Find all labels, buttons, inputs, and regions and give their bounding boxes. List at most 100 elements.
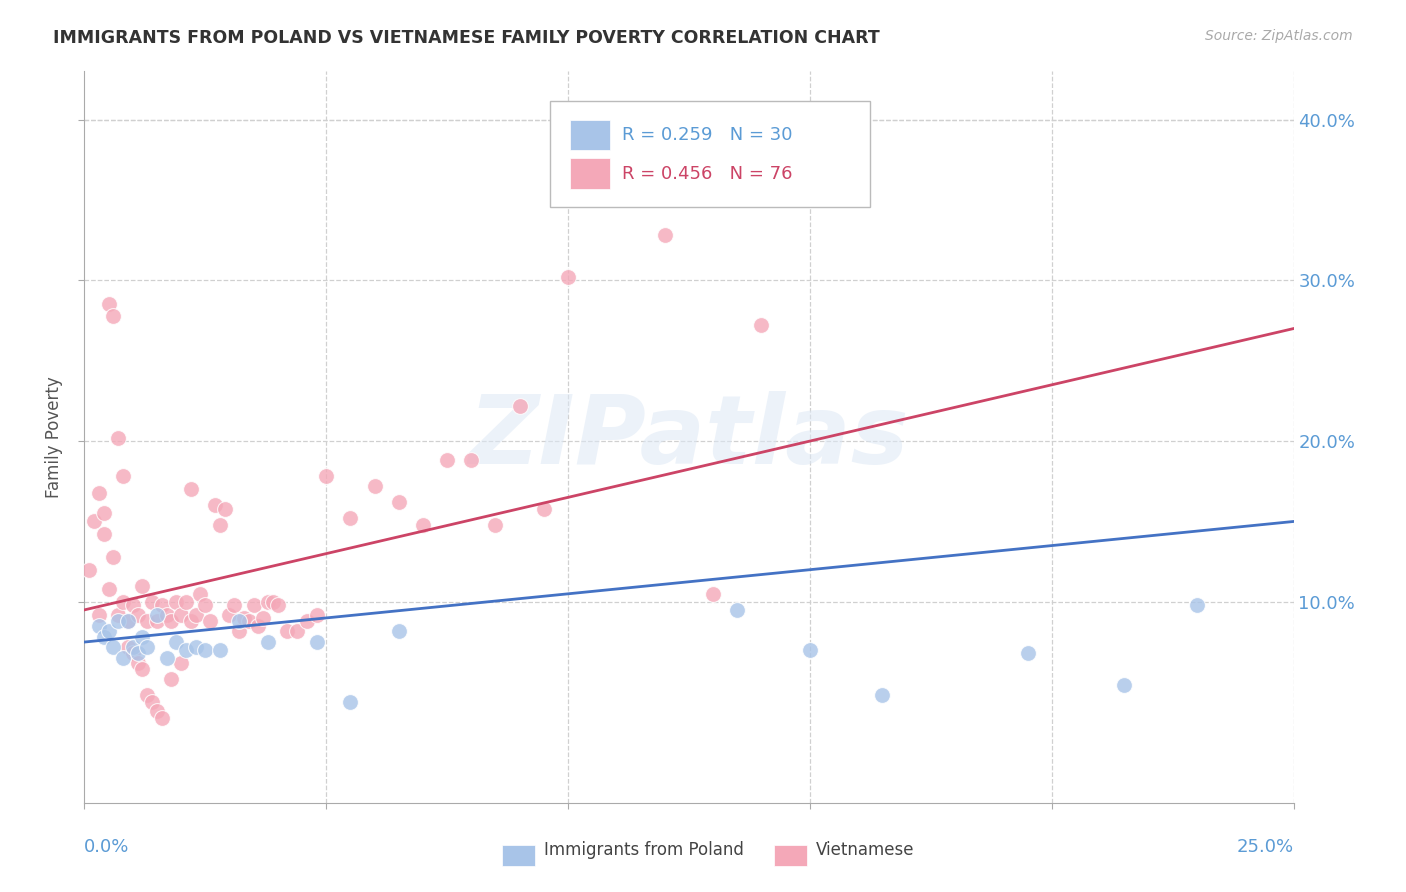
Point — [93, 507, 115, 521]
Point — [174, 643, 197, 657]
Point — [146, 614, 169, 628]
Point — [112, 651, 135, 665]
Point — [121, 646, 143, 660]
Point — [160, 614, 183, 628]
Point — [460, 453, 482, 467]
FancyBboxPatch shape — [550, 101, 870, 207]
Point — [146, 607, 169, 622]
Point — [233, 611, 256, 625]
Point — [436, 453, 458, 467]
Point — [654, 136, 676, 151]
Point — [654, 228, 676, 243]
Point — [83, 515, 105, 529]
Point — [103, 309, 125, 323]
Point — [295, 614, 318, 628]
Point — [252, 611, 274, 625]
Point — [136, 640, 159, 654]
Point — [1185, 598, 1208, 612]
Point — [238, 614, 260, 628]
Text: ZIPatlas: ZIPatlas — [468, 391, 910, 483]
FancyBboxPatch shape — [571, 159, 610, 189]
Point — [872, 688, 894, 702]
Point — [190, 587, 212, 601]
Point — [262, 595, 284, 609]
Text: Immigrants from Poland: Immigrants from Poland — [544, 841, 744, 859]
Point — [533, 501, 555, 516]
Point — [214, 501, 236, 516]
Point — [242, 598, 264, 612]
Point — [305, 635, 328, 649]
Point — [228, 624, 250, 638]
Point — [285, 624, 308, 638]
Text: IMMIGRANTS FROM POLAND VS VIETNAMESE FAMILY POVERTY CORRELATION CHART: IMMIGRANTS FROM POLAND VS VIETNAMESE FAM… — [53, 29, 880, 46]
Point — [155, 651, 177, 665]
Point — [509, 399, 531, 413]
Point — [751, 318, 773, 333]
Text: 0.0%: 0.0% — [84, 838, 129, 856]
FancyBboxPatch shape — [502, 846, 536, 866]
Point — [117, 614, 139, 628]
Point — [107, 607, 129, 622]
Point — [141, 694, 163, 708]
Point — [180, 614, 202, 628]
Point — [141, 595, 163, 609]
Point — [165, 635, 187, 649]
Point — [174, 595, 197, 609]
Point — [276, 624, 298, 638]
Point — [228, 614, 250, 628]
Point — [184, 640, 207, 654]
Point — [184, 607, 207, 622]
Point — [87, 485, 110, 500]
Point — [87, 607, 110, 622]
Point — [155, 607, 177, 622]
Point — [339, 511, 361, 525]
Point — [103, 549, 125, 564]
Point — [725, 603, 748, 617]
Point — [170, 607, 193, 622]
Point — [136, 614, 159, 628]
FancyBboxPatch shape — [773, 846, 807, 866]
Point — [136, 688, 159, 702]
Point — [117, 640, 139, 654]
Point — [93, 630, 115, 644]
Point — [194, 643, 217, 657]
Point — [87, 619, 110, 633]
Point — [339, 694, 361, 708]
Text: R = 0.456   N = 76: R = 0.456 N = 76 — [623, 165, 793, 183]
Point — [218, 607, 240, 622]
Text: Vietnamese: Vietnamese — [815, 841, 914, 859]
Point — [198, 614, 221, 628]
Point — [112, 595, 135, 609]
Point — [412, 517, 434, 532]
FancyBboxPatch shape — [571, 120, 610, 151]
Point — [702, 587, 724, 601]
Point — [160, 672, 183, 686]
Point — [224, 598, 246, 612]
Point — [208, 517, 231, 532]
Point — [1017, 646, 1039, 660]
Point — [107, 431, 129, 445]
Point — [315, 469, 337, 483]
Point — [121, 640, 143, 654]
Text: R = 0.259   N = 30: R = 0.259 N = 30 — [623, 126, 793, 144]
Point — [204, 499, 226, 513]
Point — [97, 624, 120, 638]
Point — [363, 479, 385, 493]
Point — [194, 598, 217, 612]
Point — [170, 656, 193, 670]
Point — [117, 614, 139, 628]
Point — [150, 598, 173, 612]
Point — [127, 607, 149, 622]
Point — [388, 624, 411, 638]
Point — [257, 595, 280, 609]
Point — [131, 579, 153, 593]
Point — [93, 527, 115, 541]
Point — [131, 630, 153, 644]
Text: 25.0%: 25.0% — [1236, 838, 1294, 856]
Point — [267, 598, 290, 612]
Point — [103, 640, 125, 654]
Point — [388, 495, 411, 509]
Point — [165, 595, 187, 609]
Y-axis label: Family Poverty: Family Poverty — [45, 376, 63, 498]
Point — [107, 614, 129, 628]
